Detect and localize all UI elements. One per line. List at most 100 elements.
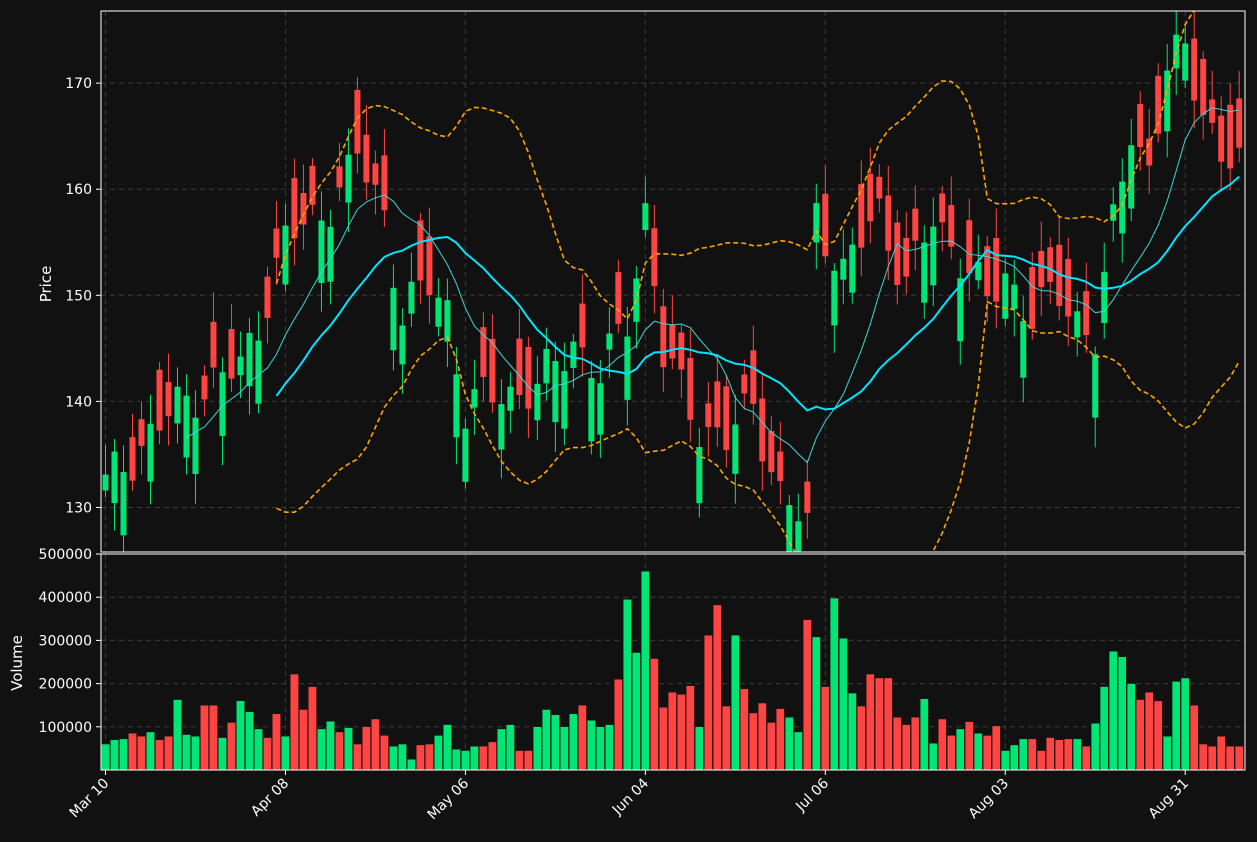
volume-bar — [263, 737, 272, 771]
volume-bar — [812, 636, 821, 771]
candle-body — [696, 447, 703, 504]
volume-bar — [1225, 746, 1235, 771]
candle-body — [1038, 250, 1045, 288]
candle-body — [687, 357, 694, 420]
candle-body — [930, 226, 937, 286]
bollinger-upper-line — [275, 11, 1195, 321]
volume-bar — [848, 692, 857, 771]
candle-body — [1101, 271, 1108, 323]
volume-bar — [551, 714, 560, 771]
volume-bar — [146, 731, 155, 771]
candle-body — [480, 327, 487, 377]
volume-bar — [1027, 738, 1037, 771]
candle-body — [579, 303, 586, 348]
volume-bar — [785, 717, 794, 771]
volume-bar — [830, 597, 839, 771]
candle-body — [840, 258, 847, 280]
volume-bar — [353, 743, 362, 771]
volume-bar — [740, 688, 749, 771]
volume-bar — [641, 571, 650, 771]
candle-body — [1110, 204, 1117, 221]
candle-body — [894, 222, 901, 285]
volume-bar — [371, 718, 380, 771]
candle-body — [381, 155, 388, 211]
volume-bar — [560, 726, 569, 771]
volume-bar — [803, 619, 812, 771]
volume-bar — [767, 722, 776, 771]
volume-bar — [578, 705, 587, 771]
volume-bar — [317, 728, 326, 771]
candle-body — [921, 242, 928, 303]
candle-body — [561, 371, 568, 429]
candle-body — [1137, 103, 1144, 148]
candle-body — [237, 356, 244, 376]
candle-body — [1020, 321, 1027, 378]
candle-body — [552, 361, 559, 423]
volume-bar — [1036, 750, 1046, 771]
volume-bar — [839, 638, 848, 771]
candle-body — [183, 395, 190, 458]
volume-bar — [1117, 656, 1127, 771]
candle-body — [903, 237, 910, 277]
candle-body — [543, 348, 550, 384]
candle-body — [354, 89, 361, 154]
volume-bar — [1081, 746, 1091, 771]
volume-bar — [119, 738, 128, 771]
candle-body — [570, 341, 577, 368]
candle-body — [804, 481, 811, 513]
candle-body — [984, 246, 991, 297]
volume-bar — [470, 746, 479, 771]
volume-bar — [1198, 743, 1208, 771]
candle-body — [669, 324, 676, 359]
price-panel — [102, 11, 1243, 552]
candle-body — [597, 383, 604, 435]
candle-body — [750, 350, 757, 404]
price-tick-label: 160 — [65, 182, 92, 198]
volume-bar — [272, 713, 281, 771]
volume-bar — [380, 735, 389, 771]
volume-bar — [1090, 723, 1100, 771]
candle-body — [1065, 259, 1072, 317]
candle-body — [723, 386, 730, 450]
candle-body — [615, 272, 622, 324]
candle-body — [1029, 267, 1036, 329]
volume-bar — [308, 686, 317, 771]
volume-bar — [506, 724, 515, 771]
volume-bar — [677, 694, 686, 771]
candle-body — [165, 381, 172, 417]
volume-bar — [928, 743, 938, 771]
candle-body — [642, 203, 649, 231]
volume-bar — [659, 707, 668, 771]
candle-body — [174, 386, 181, 424]
volume-bar — [1063, 738, 1073, 771]
volume-bar — [794, 731, 803, 771]
volume-bar — [218, 737, 227, 771]
volume-bar — [731, 635, 740, 771]
candle-body — [939, 193, 946, 223]
volume-bar — [713, 604, 722, 771]
price-tick-label: 170 — [65, 76, 92, 92]
volume-bar — [1108, 651, 1118, 771]
candle-body — [1083, 291, 1090, 336]
candle-body — [1200, 58, 1207, 115]
candle-body — [426, 236, 433, 296]
candle-body — [318, 220, 325, 283]
price-tick-label: 150 — [65, 288, 92, 304]
volume-bar — [973, 733, 983, 771]
candle-body — [1209, 99, 1216, 123]
volume-bar — [776, 708, 785, 771]
candle-body — [525, 346, 532, 409]
candle-body — [408, 281, 415, 314]
candle-body — [588, 377, 595, 442]
volume-bar — [110, 739, 119, 771]
candle-body — [1092, 354, 1099, 418]
volume-bar — [461, 750, 470, 771]
candle-body — [291, 178, 298, 239]
candle-body — [453, 374, 460, 438]
volume-bar — [623, 599, 632, 771]
volume-bar — [398, 743, 407, 771]
candle-body — [606, 333, 613, 350]
candle-body — [309, 165, 316, 205]
volume-bar — [542, 709, 551, 771]
volume-bar — [407, 759, 416, 771]
